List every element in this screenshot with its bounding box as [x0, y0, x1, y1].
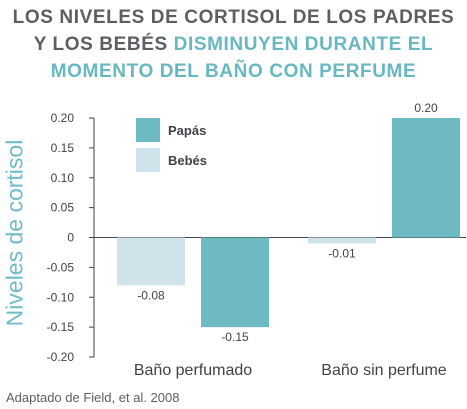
title-line-2: Y LOS BEBÉS DISMINUYEN DURANTE EL [0, 31, 467, 58]
bar-papas-perfumado [201, 237, 269, 328]
y-tick-label: 0.10 [51, 171, 75, 185]
y-tick-label: -0.05 [47, 260, 75, 274]
data-label: 0.20 [414, 101, 438, 115]
y-tick-label: 0.05 [51, 201, 75, 215]
data-label: -0.15 [221, 330, 249, 344]
legend-swatch-papas [136, 118, 160, 142]
x-category-label: Baño perfumado [134, 362, 252, 379]
source-note: Adaptado de Field, et al. 2008 [6, 390, 180, 405]
title-line-3: MOMENTO DEL BAÑO CON PERFUME [50, 61, 417, 82]
legend-swatch-bebes [136, 148, 160, 172]
y-tick-label: -0.20 [47, 350, 75, 364]
legend-label-bebes: Bebés [168, 153, 207, 168]
bar-bebes-perfumado [117, 237, 185, 286]
y-tick-label: 0.20 [51, 111, 75, 125]
chart-title: LOS NIVELES DE CORTISOL DE LOS PADRES Y … [0, 4, 467, 85]
data-label: -0.08 [137, 288, 165, 302]
title-line-2-dark: Y LOS BEBÉS [33, 34, 168, 55]
bar-bebes-sin-perfume [308, 237, 376, 244]
data-label: -0.01 [328, 246, 356, 260]
y-tick-label: -0.15 [47, 320, 75, 334]
y-tick-label: -0.10 [47, 290, 75, 304]
legend-label-papas: Papás [168, 123, 206, 138]
y-tick-label: 0 [67, 231, 74, 245]
y-tick-label: 0.15 [51, 141, 75, 155]
bar-papas-sin-perfume [392, 118, 460, 238]
title-line-1: LOS NIVELES DE CORTISOL DE LOS PADRES [12, 7, 455, 28]
title-line-2-accent: DISMINUYEN DURANTE EL [173, 34, 434, 55]
x-category-label: Baño sin perfume [321, 362, 447, 379]
